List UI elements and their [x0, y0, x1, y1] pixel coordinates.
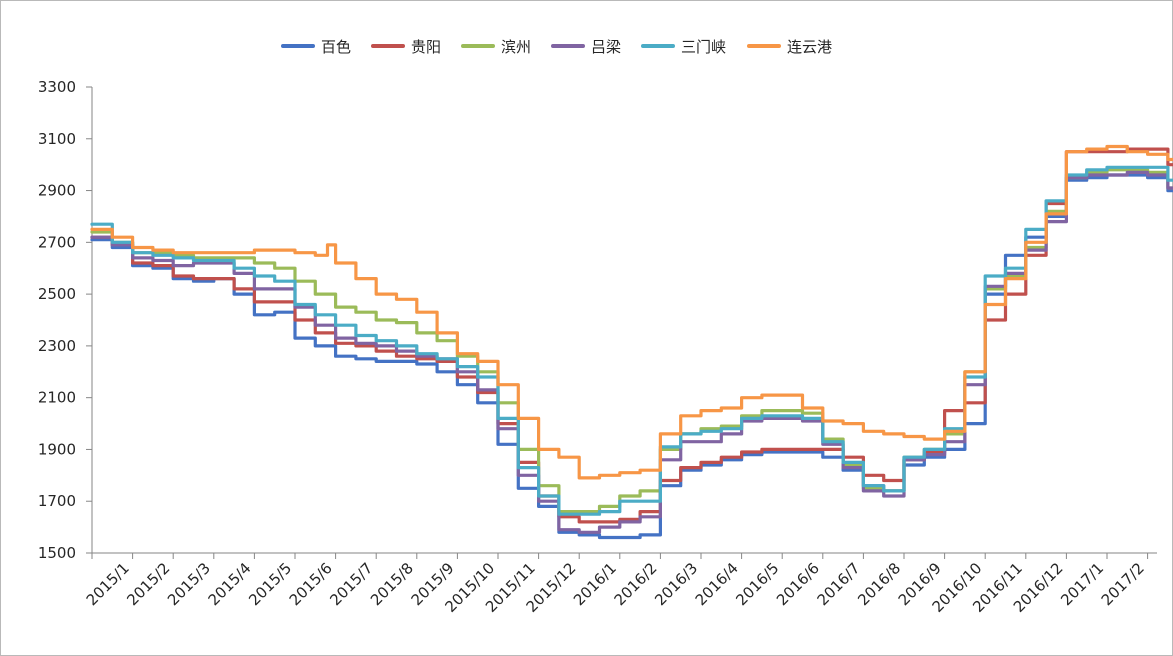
- legend-label-4: 三门峡: [681, 38, 726, 56]
- x-tick-label: 2016/1: [570, 559, 620, 609]
- y-tick-label: 1500: [38, 544, 76, 562]
- y-tick-label: 1900: [38, 440, 76, 458]
- series-line-5: [90, 144, 1173, 480]
- x-tick-label: 2015/6: [286, 559, 336, 609]
- x-tick-label: 2015/3: [164, 559, 214, 609]
- x-tick-label: 2015/2: [123, 559, 173, 609]
- series-line-2: [90, 168, 1173, 514]
- x-tick-label: 2016/8: [854, 559, 904, 609]
- x-tick-label: 2016/7: [814, 559, 864, 609]
- series-line-4: [90, 165, 1173, 516]
- x-tick-label: 2017/2: [1098, 559, 1148, 609]
- y-tick-label: 2100: [38, 389, 76, 407]
- series-line-0: [90, 173, 1173, 540]
- x-tick-label: 2016/6: [773, 559, 823, 609]
- y-tick-label: 1700: [38, 492, 76, 510]
- series-line-1: [90, 147, 1173, 524]
- y-tick-label: 2900: [38, 182, 76, 200]
- x-tick-label: 2017/1: [1057, 559, 1107, 609]
- legend-label-1: 贵阳: [411, 38, 441, 56]
- legend-label-2: 滨州: [501, 38, 531, 56]
- y-tick-label: 2700: [38, 233, 76, 251]
- legend-label-5: 连云港: [787, 38, 832, 56]
- y-tick-label: 3100: [38, 130, 76, 148]
- x-tick-label: 2016/5: [732, 559, 782, 609]
- y-tick-label: 2500: [38, 285, 76, 303]
- y-axis: 1500 1700 1900 2100 2300 2500 2700 2900 3100 3300: [38, 78, 93, 562]
- x-tick-label: 2015/7: [326, 559, 376, 609]
- x-tick-label: 2015/8: [367, 559, 417, 609]
- x-tick-label: 2015/4: [205, 559, 255, 609]
- legend-label-3: 吕梁: [591, 38, 621, 56]
- x-tick-label: 2016/3: [651, 559, 701, 609]
- legend-label-0: 百色: [321, 38, 351, 56]
- y-tick-label: 3300: [38, 78, 76, 96]
- x-tick-label: 2015/5: [245, 559, 295, 609]
- plot-area: [90, 144, 1173, 540]
- x-tick-label: 2015/1: [83, 559, 133, 609]
- series-line-3: [90, 170, 1173, 534]
- x-axis: 2015/12015/22015/32015/42015/52015/62015…: [83, 552, 1157, 616]
- legend: 百色 贵阳 滨州 吕梁 三门峡 连云港: [281, 38, 832, 56]
- x-tick-label: 2016/4: [692, 559, 742, 609]
- y-tick-label: 2300: [38, 337, 76, 355]
- x-tick-label: 2016/2: [611, 559, 661, 609]
